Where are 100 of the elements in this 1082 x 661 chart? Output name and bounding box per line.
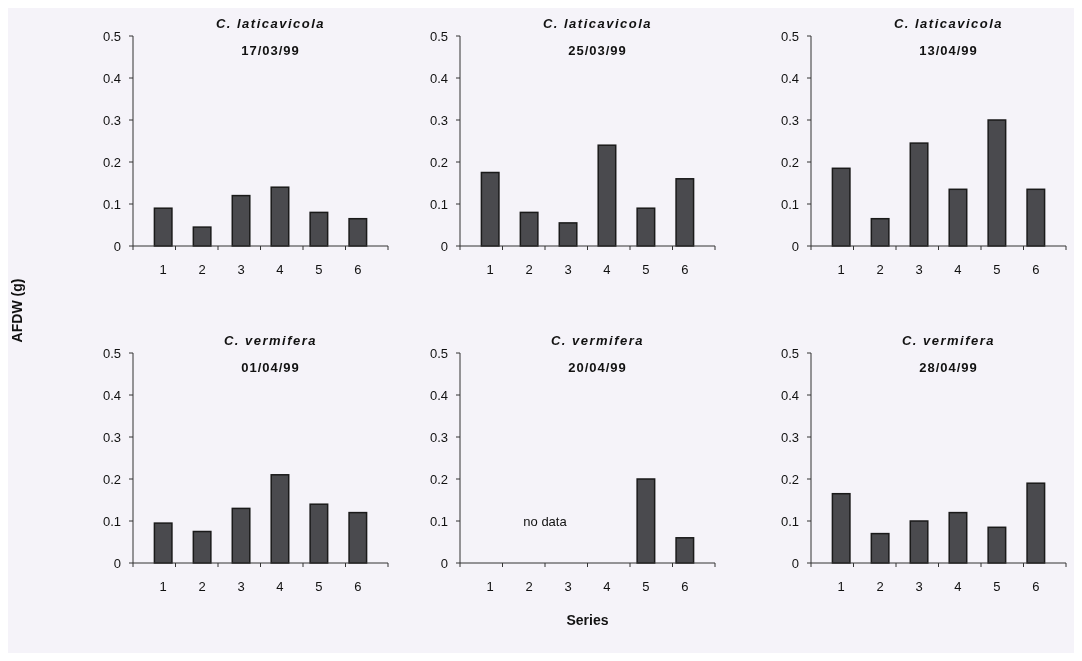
bar [192,226,212,247]
bar [519,211,539,247]
y-tick-label: 0.4 [102,70,121,86]
bar [270,186,290,247]
bar [1026,188,1046,247]
y-axis-title: AFDW (g) [9,278,25,343]
text: 25/03/99 [568,43,627,58]
bar [348,511,368,564]
y-tick-label: 0.5 [102,28,121,44]
bar [309,503,329,564]
y-tick-label: 0.3 [102,429,121,445]
x-tick-label: 4 [603,262,611,277]
y-tick-label: 0.5 [429,345,448,361]
bar [909,142,929,247]
bar [597,144,617,247]
bar [909,520,929,564]
x-tick-label: 3 [915,579,923,594]
x-tick-label: 3 [237,579,245,594]
x-tick-label: 3 [564,579,572,594]
bar [831,167,851,247]
bar [1026,482,1046,564]
y-tick-label: 0.1 [102,196,121,212]
bar [870,217,890,247]
x-tick-label: 5 [315,579,323,594]
chart-title: C. laticavicola [893,16,1004,31]
y-tick-label: 0.2 [102,471,121,487]
bar [948,511,968,564]
y-tick-label: 0 [440,238,448,254]
y-tick-label: 0.3 [429,429,448,445]
bar [270,474,290,564]
text: 20/04/99 [568,360,627,375]
y-tick-label: 0 [791,238,799,254]
y-tick-label: 0.2 [429,471,448,487]
x-tick-label: 5 [315,262,323,277]
y-tick-label: 0.2 [780,471,799,487]
bar [831,492,851,564]
x-tick-label: 5 [642,262,650,277]
chart-title: C. laticavicola [542,16,653,31]
x-tick-label: 5 [642,579,650,594]
x-axis-title: Series [566,612,609,628]
y-tick-label: 0.5 [429,28,448,44]
x-tick-label: 6 [1032,579,1040,594]
x-tick-label: 4 [276,262,284,277]
x-tick-label: 1 [159,262,167,277]
chart-title: C. vermifera [901,333,996,348]
x-tick-label: 2 [198,262,206,277]
y-tick-label: 0.2 [102,154,121,170]
bar [192,530,212,564]
y-tick-label: 0 [791,555,799,571]
x-tick-label: 2 [198,579,206,594]
bar [987,526,1007,564]
x-tick-label: 1 [486,262,494,277]
x-tick-label: 2 [876,262,884,277]
y-tick-label: 0.4 [429,387,448,403]
y-tick-label: 0.2 [429,154,448,170]
y-tick-label: 0 [440,555,448,571]
x-tick-label: 4 [954,262,962,277]
y-tick-label: 0.4 [780,387,799,403]
y-tick-label: 0.4 [102,387,121,403]
text: 28/04/99 [919,360,978,375]
x-tick-label: 1 [837,579,845,594]
bar [948,188,968,247]
x-tick-label: 6 [1032,262,1040,277]
chart-title: C. laticavicola [215,16,326,31]
x-tick-label: 1 [486,579,494,594]
y-tick-label: 0.4 [429,70,448,86]
x-tick-label: 6 [681,579,689,594]
bar [987,119,1007,247]
y-tick-label: 0.1 [102,513,121,529]
y-tick-label: 0.1 [429,513,448,529]
x-tick-label: 4 [603,579,611,594]
x-tick-label: 6 [354,579,362,594]
bar [636,207,656,247]
x-tick-label: 2 [525,262,533,277]
x-tick-label: 5 [993,262,1001,277]
x-tick-label: 3 [564,262,572,277]
y-tick-label: 0 [113,555,121,571]
y-tick-label: 0.5 [780,28,799,44]
text: 01/04/99 [241,360,300,375]
y-tick-label: 0.1 [780,513,799,529]
y-tick-label: 0.1 [780,196,799,212]
x-tick-label: 3 [237,262,245,277]
y-tick-label: 0.5 [780,345,799,361]
y-tick-label: 0.3 [429,112,448,128]
bar [348,217,368,247]
y-tick-label: 0 [113,238,121,254]
bar [309,211,329,247]
bar [231,507,251,564]
x-tick-label: 1 [837,262,845,277]
x-tick-label: 2 [525,579,533,594]
y-tick-label: 0.1 [429,196,448,212]
y-tick-label: 0.4 [780,70,799,86]
bar [558,222,578,247]
x-tick-label: 2 [876,579,884,594]
bar [675,178,695,247]
y-tick-label: 0.2 [780,154,799,170]
x-tick-label: 1 [159,579,167,594]
x-tick-label: 3 [915,262,923,277]
x-tick-label: 4 [276,579,284,594]
y-tick-label: 0.3 [102,112,121,128]
